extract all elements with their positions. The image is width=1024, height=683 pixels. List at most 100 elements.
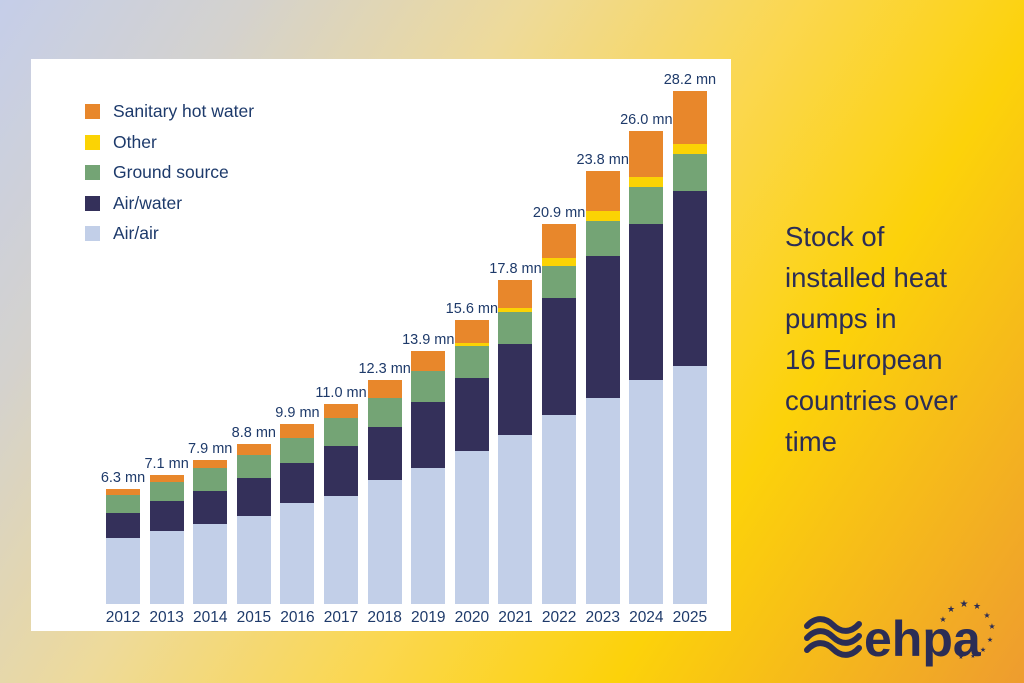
bar-segment-air-water	[106, 513, 140, 539]
chart-panel: Sanitary hot water Other Ground source Air/…	[31, 59, 731, 631]
bar-column: 26.0 mn 2024	[620, 112, 672, 626]
x-axis-label: 2013	[149, 609, 184, 626]
bar-segment-sanitary-hot-water	[672, 90, 707, 145]
bar-segment-ground-source	[324, 418, 359, 446]
bar-segment-air-water	[236, 478, 271, 516]
bar-total-label: 26.0 mn	[620, 111, 673, 128]
legend-swatch-icon	[85, 195, 100, 211]
x-axis-label: 2022	[541, 609, 577, 626]
bar-segment-sanitary-hot-water	[411, 351, 446, 372]
side-caption: Stock of installed heat pumps in 16 Euro…	[785, 221, 958, 457]
bar-column: 7.1 mn 2013	[144, 456, 188, 626]
bar-segment-air-air	[324, 495, 359, 604]
bar-segment-sanitary-hot-water	[542, 223, 577, 259]
bar-segment-ground-source	[454, 345, 489, 379]
legend-swatch-icon	[85, 134, 100, 150]
legend-label: Sanitary hot water	[113, 101, 255, 121]
bar-column: 12.3 mn 2018	[358, 361, 410, 626]
star-icon: ★	[970, 653, 975, 660]
x-axis-label: 2017	[323, 609, 359, 626]
bar-segment-ground-source	[585, 220, 620, 257]
x-axis-label: 2020	[454, 609, 490, 626]
bar-segment-sanitary-hot-water	[629, 130, 664, 178]
bar-segment-air-air	[193, 523, 228, 604]
x-axis-label: 2016	[280, 609, 315, 626]
x-axis-label: 2018	[367, 609, 402, 626]
x-axis-label: 2025	[672, 609, 708, 626]
x-axis-label: 2014	[192, 609, 228, 626]
bar-segment-air-air	[498, 434, 533, 604]
bar-segment-air-air	[411, 467, 446, 604]
bar-segment-other	[585, 210, 620, 221]
star-icon: ★	[973, 602, 981, 612]
x-axis-label: 2012	[105, 609, 141, 626]
bar-segment-air-water	[280, 462, 315, 503]
bar-total-label: 20.9 mn	[532, 204, 586, 221]
bar-segment-sanitary-hot-water	[324, 403, 359, 419]
bar-column: 11.0 mn 2017	[315, 385, 366, 626]
bar-column: 20.9 mn 2022	[533, 205, 585, 626]
bar-segment-sanitary-hot-water	[280, 423, 315, 438]
bar-column: 8.8 mn 2015	[232, 425, 276, 626]
bar-total-label: 17.8 mn	[489, 261, 542, 278]
x-axis-label: 2021	[498, 609, 533, 626]
bar-segment-ground-source	[672, 154, 707, 191]
bar-segment-sanitary-hot-water	[367, 380, 402, 399]
bar-segment-ground-source	[498, 311, 533, 344]
star-icon: ★	[983, 611, 990, 620]
legend-item: Sanitary hot water	[85, 101, 255, 121]
bar-segment-air-water	[672, 190, 707, 366]
bar-total-label: 6.3 mn	[100, 470, 146, 487]
legend-label: Other	[113, 131, 157, 152]
bar-segment-ground-source	[193, 467, 228, 492]
bar-segment-air-water	[454, 378, 489, 452]
bar-segment-sanitary-hot-water	[106, 489, 140, 495]
bar-segment-ground-source	[367, 398, 402, 428]
bar-segment-air-water	[498, 343, 533, 435]
bar-segment-ground-source	[149, 482, 184, 502]
bar-segment-air-water	[367, 427, 402, 481]
bar-segment-air-air	[280, 503, 315, 604]
bar-segment-air-air	[236, 515, 271, 604]
bar-segment-other	[629, 177, 664, 188]
bar-segment-air-air	[367, 480, 402, 604]
bar-total-label: 12.3 mn	[358, 361, 411, 378]
star-icon: ★	[988, 622, 995, 631]
bar-segment-sanitary-hot-water	[585, 170, 620, 211]
eu-stars-icon: ★ ★ ★ ★ ★ ★ ★ ★ ★ ★	[939, 599, 995, 661]
legend-label: Ground source	[113, 162, 229, 182]
bar-total-label: 8.8 mn	[231, 424, 276, 441]
bar-column: 13.9 mn 2019	[402, 332, 454, 626]
legend-item: Ground source	[85, 162, 254, 182]
bar-column: 28.2 mn 2025	[664, 72, 716, 626]
ehpa-logo: ehpa ★ ★ ★ ★ ★ ★ ★ ★ ★ ★	[800, 596, 1012, 679]
bar-total-label: 7.9 mn	[188, 441, 233, 458]
legend-label: Air/water	[113, 192, 183, 213]
bar-segment-sanitary-hot-water	[149, 474, 184, 483]
bar-segment-air-air	[672, 365, 707, 604]
bar-segment-air-air	[106, 538, 140, 604]
bar-segment-ground-source	[236, 454, 271, 479]
legend-swatch-icon	[85, 104, 100, 120]
bar-segment-air-water	[542, 298, 577, 415]
bar-segment-air-water	[149, 501, 184, 532]
bar-segment-air-water	[629, 223, 664, 381]
star-icon: ★	[980, 646, 986, 654]
bar-column: 17.8 mn 2021	[489, 261, 541, 626]
legend-swatch-icon	[85, 226, 100, 242]
bar-segment-other	[454, 342, 489, 346]
star-icon: ★	[947, 605, 955, 615]
bar-segment-air-air	[149, 531, 184, 604]
bar-segment-ground-source	[629, 187, 664, 224]
bar-segment-sanitary-hot-water	[498, 280, 533, 309]
bar-total-label: 23.8 mn	[576, 151, 629, 168]
star-icon: ★	[987, 636, 993, 644]
bar-segment-air-water	[411, 401, 446, 468]
bar-segment-other	[672, 144, 707, 155]
bars-area: 6.3 mn 2012 7.1 mn 2013 7.9 mn 2014 8.8 mn 2015…	[101, 72, 716, 626]
bar-segment-ground-source	[280, 437, 315, 463]
bar-segment-ground-source	[106, 494, 140, 514]
bar-column: 7.9 mn 2014	[188, 441, 232, 626]
bar-segment-other	[498, 308, 533, 312]
